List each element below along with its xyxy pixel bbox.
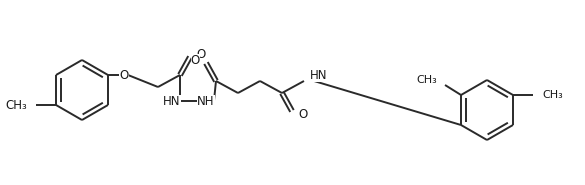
- Text: O: O: [119, 68, 129, 82]
- Text: CH₃: CH₃: [417, 75, 437, 85]
- Text: O: O: [196, 48, 205, 60]
- Text: O: O: [298, 107, 307, 120]
- Text: HN: HN: [163, 95, 181, 107]
- Text: CH₃: CH₃: [5, 98, 27, 112]
- Text: O: O: [191, 53, 200, 66]
- Text: NH: NH: [197, 95, 215, 107]
- Text: HN: HN: [310, 68, 328, 82]
- Text: CH₃: CH₃: [542, 90, 563, 100]
